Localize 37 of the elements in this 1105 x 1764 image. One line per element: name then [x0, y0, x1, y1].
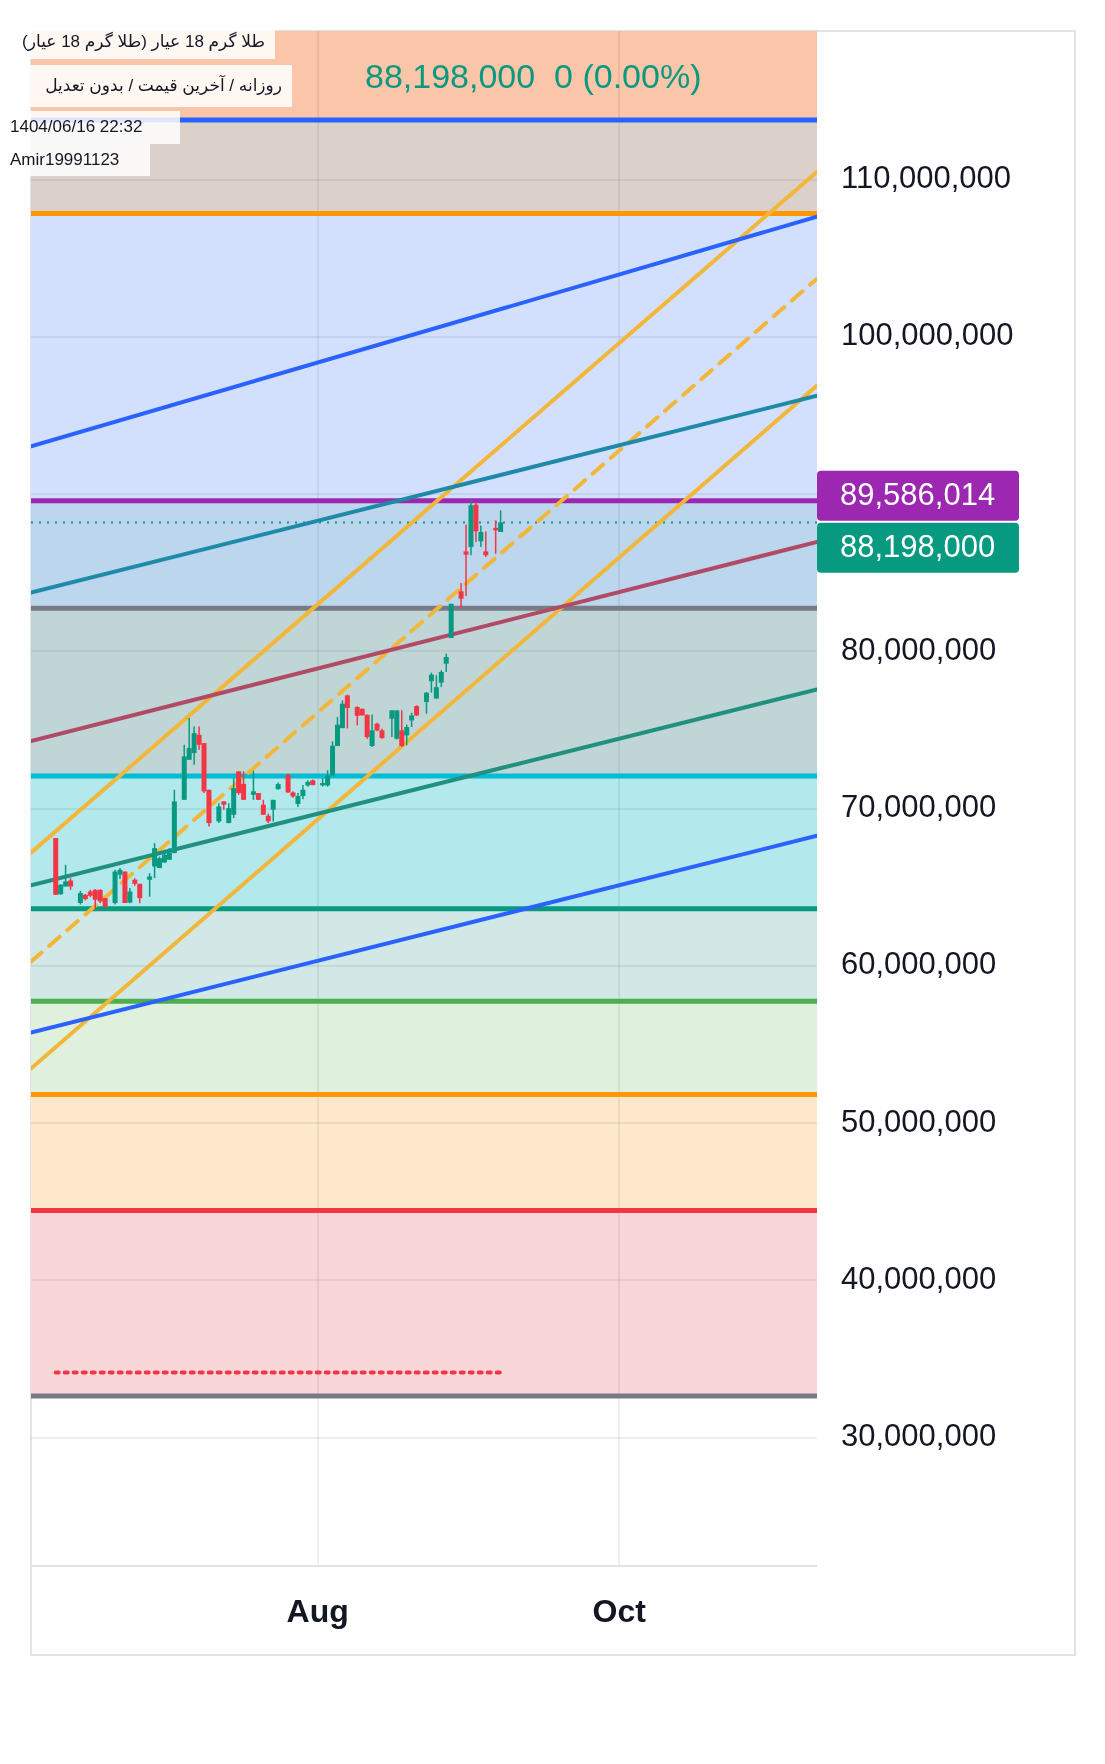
- candlestick: [428, 671, 434, 694]
- y-tick-label: 70,000,000: [841, 789, 997, 825]
- candlestick: [216, 802, 222, 824]
- annotation: Amir19991123: [10, 149, 120, 169]
- candlestick: [369, 713, 375, 748]
- ref-line-label: 88,198,000: [840, 529, 996, 565]
- y-tick-label: 30,000,000: [841, 1418, 997, 1454]
- text: روزانه / آخرین قیمت / بدون تعدیل: [45, 73, 282, 95]
- candlestick: [443, 652, 449, 673]
- annotation: 88,198,000 0 (0.00%): [365, 57, 702, 96]
- candlestick: [423, 691, 429, 715]
- candlestick: [399, 709, 405, 748]
- candlestick: [147, 872, 153, 898]
- annotation: 1404/06/16 22:32: [10, 117, 143, 137]
- ref-line-label: 89,586,014: [840, 477, 996, 513]
- candlestick: [191, 725, 197, 766]
- y-tick-label: 40,000,000: [841, 1260, 997, 1296]
- candlestick: [404, 723, 410, 747]
- candlestick: [433, 674, 439, 700]
- candlestick: [344, 693, 350, 730]
- candlestick: [236, 770, 242, 796]
- candlestick: [364, 713, 370, 740]
- y-tick-label: 110,000,000: [841, 160, 1012, 196]
- y-tick-label: 60,000,000: [841, 946, 997, 982]
- candlestick: [285, 772, 291, 794]
- candlestick: [483, 530, 489, 558]
- candlestick: [152, 842, 158, 879]
- y-tick-label: 100,000,000: [841, 317, 1014, 353]
- candlestick: [389, 709, 395, 738]
- candlestick: [463, 523, 469, 597]
- candlestick: [478, 524, 484, 548]
- y-tick-label: 50,000,000: [841, 1103, 997, 1139]
- candlestick: [250, 769, 256, 801]
- y-tick-label: 80,000,000: [841, 631, 997, 667]
- x-tick-label: Aug: [286, 1593, 349, 1630]
- chart-title: طلا گرم 18 عیار (طلا گرم 18 عیار): [22, 30, 265, 51]
- x-tick-label: Oct: [592, 1593, 647, 1630]
